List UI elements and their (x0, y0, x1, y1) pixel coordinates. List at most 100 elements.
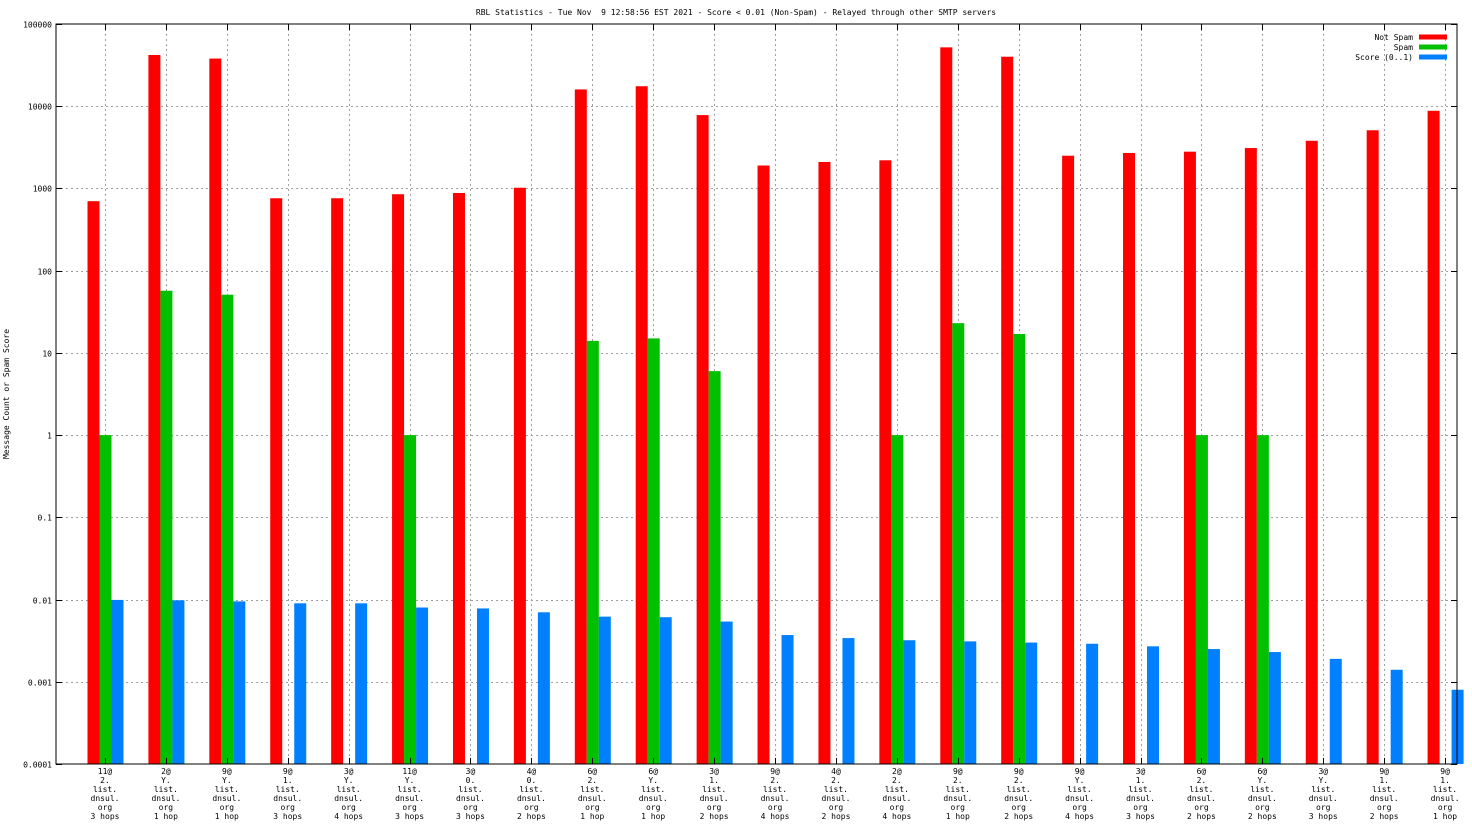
bar-not-spam (1001, 56, 1014, 765)
x-tick-label: 4@ 2. list. dnsul. org 2 hops (822, 767, 851, 821)
bar-spam (708, 371, 721, 764)
legend-label: Not Spam (1374, 33, 1413, 42)
bar-spam (586, 340, 599, 764)
legend-swatch (1419, 34, 1447, 40)
x-tick-label: 3@ 1. list. dnsul. org 2 hops (700, 767, 729, 821)
bar-score (294, 603, 307, 764)
x-axis-ticks: 11@ 2. list. dnsul. org 3 hops 2@ Y. list. dnsul.… (91, 24, 1460, 821)
bar-score (233, 601, 246, 764)
x-tick-label: 3@ 0. list. dnsul. org 3 hops (456, 767, 485, 821)
bar-score (1390, 669, 1403, 764)
y-tick-label: 100000 (23, 21, 52, 30)
legend-swatch (1419, 54, 1447, 60)
bar-not-spam (1123, 152, 1136, 765)
x-tick-label: 6@ 2. list. dnsul. org 2 hops (1187, 767, 1216, 821)
bar-spam (221, 294, 234, 764)
x-tick-label: 9@ Y. list. dnsul. org 1 hop (212, 767, 241, 821)
x-tick-label: 3@ Y. list. dnsul. org 4 hops (334, 767, 363, 821)
bar-score (111, 599, 124, 764)
y-tick-label: 0.01 (33, 597, 52, 606)
bar-not-spam (270, 198, 283, 765)
chart-title: RBL Statistics - Tue Nov 9 12:58:56 EST … (476, 8, 996, 17)
bar-score (720, 621, 733, 764)
bar-not-spam (1305, 140, 1318, 765)
x-tick-label: 2@ 2. list. dnsul. org 4 hops (882, 767, 911, 821)
bar-not-spam (818, 161, 831, 764)
bar-spam (99, 435, 112, 764)
bar-score (903, 640, 916, 764)
bar-not-spam (209, 58, 222, 764)
bar-score (1268, 652, 1281, 764)
x-tick-label: 11@ 2. list. dnsul. org 3 hops (91, 767, 120, 821)
bar-spam (891, 435, 904, 764)
y-tick-label: 0.0001 (23, 761, 52, 770)
bar-score (355, 603, 368, 764)
bar-not-spam (879, 160, 892, 765)
y-tick-label: 1000 (33, 185, 52, 194)
legend-swatch (1419, 44, 1447, 50)
bar-score (842, 638, 855, 764)
bar-score (1207, 649, 1220, 764)
x-tick-label: 3@ 1. list. dnsul. org 3 hops (1126, 767, 1155, 821)
x-tick-label: 9@ 2. list. dnsul. org 2 hops (1004, 767, 1033, 821)
bar-score (172, 600, 185, 764)
x-tick-label: 11@ Y. list. dnsul. org 3 hops (395, 767, 424, 821)
bar-score (1451, 689, 1464, 764)
bar-spam (160, 290, 173, 764)
bar-not-spam (1366, 130, 1379, 764)
bar-score (659, 617, 672, 764)
bar-score (476, 608, 489, 764)
bar-not-spam (757, 165, 770, 764)
bar-not-spam (696, 115, 709, 765)
x-tick-label: 4@ 0. list. dnsul. org 2 hops (517, 767, 546, 821)
bar-not-spam (452, 193, 465, 764)
bar-spam (1195, 435, 1208, 764)
bar-not-spam (574, 89, 587, 764)
y-tick-label: 0.001 (28, 679, 52, 688)
bar-score (964, 641, 977, 764)
x-tick-label: 9@ 2. list. dnsul. org 4 hops (761, 767, 790, 821)
bar-spam (1013, 333, 1026, 764)
y-tick-label: 10000 (28, 103, 52, 112)
bar-score (1329, 658, 1342, 764)
bar-spam (952, 323, 965, 764)
bar-not-spam (1062, 155, 1075, 765)
x-tick-label: 9@ 1. list. dnsul. org 2 hops (1370, 767, 1399, 821)
legend-label: Spam (1394, 43, 1413, 52)
bar-spam (1256, 435, 1269, 764)
x-tick-label: 3@ Y. list. dnsul. org 3 hops (1309, 767, 1338, 821)
bar-score (1147, 646, 1160, 764)
bar-not-spam (331, 198, 344, 765)
x-tick-label: 9@ 2. list. dnsul. org 1 hop (943, 767, 972, 821)
legend-label: Score (0..1) (1355, 53, 1413, 62)
x-tick-label: 9@ 1. list. dnsul. org 3 hops (273, 767, 302, 821)
bar-score (537, 612, 550, 764)
x-tick-label: 9@ Y. list. dnsul. org 4 hops (1065, 767, 1094, 821)
bar-score (416, 607, 429, 764)
bar-not-spam (940, 47, 953, 765)
bars (87, 47, 1464, 765)
y-axis-label: Message Count or Spam Score (2, 329, 11, 459)
bar-not-spam (87, 201, 100, 764)
bar-score (1025, 642, 1038, 764)
bar-score (598, 616, 611, 764)
bar-score (781, 635, 794, 764)
y-tick-label: 1 (47, 432, 52, 441)
bar-not-spam (513, 187, 526, 765)
y-tick-label: 10 (42, 350, 52, 359)
bar-not-spam (392, 194, 405, 764)
y-tick-label: 0.1 (38, 514, 53, 523)
bar-not-spam (1244, 148, 1257, 765)
bar-score (1086, 643, 1099, 764)
x-tick-label: 6@ Y. list. dnsul. org 1 hop (639, 767, 668, 821)
x-tick-label: 6@ Y. list. dnsul. org 2 hops (1248, 767, 1277, 821)
bar-not-spam (635, 86, 648, 765)
bar-not-spam (1427, 110, 1440, 764)
bar-spam (647, 338, 660, 764)
y-axis-ticks: 0.0001 0.001 0.01 0.1 1 10 100 1000 10000 100000 (23, 21, 1457, 770)
bar-not-spam (148, 54, 161, 764)
plot-frame (55, 23, 1458, 765)
